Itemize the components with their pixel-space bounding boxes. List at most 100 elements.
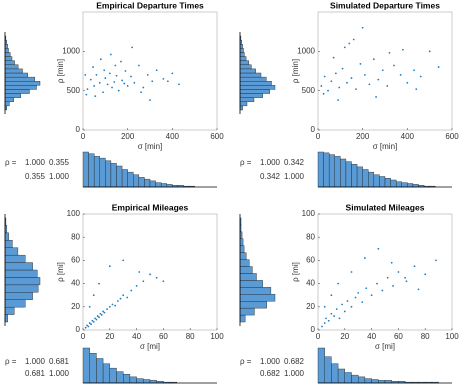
histogram-bar <box>129 376 137 384</box>
scatter-point <box>337 99 339 102</box>
histogram-bar <box>239 238 244 246</box>
histogram-bar <box>4 76 35 82</box>
scatter-point <box>92 294 95 297</box>
histogram-bar <box>356 166 363 188</box>
scatter-point <box>354 296 357 299</box>
scatter-point <box>327 89 329 92</box>
scatter-point <box>116 300 119 302</box>
scatter-point <box>103 69 106 72</box>
histogram-bar <box>138 177 145 188</box>
histogram-bar <box>4 48 9 53</box>
scatter-point <box>95 318 98 321</box>
histogram-bar <box>4 68 23 74</box>
y-tick-label: 20 <box>306 302 315 311</box>
scatter-point <box>99 312 102 315</box>
scatter-point <box>413 69 415 72</box>
scatter-point <box>330 312 333 315</box>
scatter-point <box>435 259 437 262</box>
scatter-point <box>155 276 158 279</box>
chart-title: Simulated Departure Times <box>330 0 440 10</box>
scatter-point <box>364 257 366 259</box>
histogram-bar <box>110 163 117 188</box>
histogram-bar <box>334 156 341 188</box>
scatter-point <box>149 99 151 102</box>
scatter-point <box>346 81 348 84</box>
histogram-bar <box>317 151 324 188</box>
histogram-bar <box>4 314 8 323</box>
scatter-point <box>334 72 337 75</box>
histogram-bar <box>239 301 267 309</box>
scatter-point <box>413 265 416 268</box>
corr-label: ρ = <box>240 357 252 366</box>
x-tick-label: 200 <box>356 132 370 141</box>
y-tick-label: 80 <box>71 232 80 241</box>
corr-value: 0.682 <box>284 357 305 366</box>
scatter-point <box>350 77 353 79</box>
histogram-bar <box>337 368 346 384</box>
scatter-point <box>162 77 165 80</box>
axes-box <box>82 213 218 331</box>
histogram-bar <box>351 164 358 188</box>
corr-value: 0.681 <box>25 369 46 378</box>
scatter-point <box>178 83 180 86</box>
x-tick-label: 600 <box>210 132 224 141</box>
histogram-bar <box>239 101 248 107</box>
x-tick-label: 100 <box>210 332 224 341</box>
corr-label: ρ = <box>5 158 17 167</box>
scatter-point <box>343 46 346 49</box>
histogram-bar <box>116 165 123 188</box>
histogram-bar <box>4 262 33 271</box>
y-tick-label: 0 <box>76 325 81 334</box>
corr-label: ρ = <box>240 158 252 167</box>
scatter-point <box>106 83 109 86</box>
y-tick-label: 0 <box>76 125 81 134</box>
corr-value: 0.682 <box>260 369 281 378</box>
scatter-point <box>126 296 129 299</box>
scatter-point <box>98 282 100 285</box>
y-tick-label: 500 <box>302 86 316 95</box>
scatter-point <box>437 66 440 68</box>
histogram-bar <box>331 363 339 384</box>
histogram-bar <box>239 68 256 74</box>
histogram-bar <box>88 153 95 188</box>
histogram-bar <box>4 269 38 278</box>
histogram-bar <box>4 240 13 248</box>
scatter-point <box>123 82 126 85</box>
chart-title: Empirical Departure Times <box>96 0 204 10</box>
histogram-bar <box>239 85 276 90</box>
scatter-point <box>337 282 339 285</box>
scatter-point <box>406 81 409 84</box>
histogram-bar <box>351 374 359 384</box>
scatter-point <box>361 301 364 304</box>
histogram-bar <box>93 156 100 188</box>
scatter-point <box>338 86 341 89</box>
x-axis-label: σ [mi] <box>375 342 395 351</box>
scatter-point <box>424 273 427 276</box>
scatter-point <box>115 74 118 77</box>
scatter-point <box>348 42 351 45</box>
scatter-point <box>119 297 122 300</box>
histogram-bar <box>109 367 117 384</box>
scatter-point <box>338 317 341 320</box>
x-tick-label: 200 <box>121 132 135 141</box>
x-tick-label: 400 <box>401 132 415 141</box>
scatter-point <box>89 78 92 81</box>
histogram-bar <box>99 157 106 188</box>
scatter-point <box>377 247 380 250</box>
y-tick-label: 60 <box>306 256 315 265</box>
histogram-bar <box>116 371 124 384</box>
histogram-bar <box>4 306 15 315</box>
histogram-bar <box>239 76 267 82</box>
histogram-bar <box>239 287 272 295</box>
scatter-point <box>93 85 96 87</box>
scatter-point <box>370 294 373 297</box>
corr-value: 1.000 <box>284 369 305 378</box>
y-tick-label: 100 <box>67 209 81 218</box>
histogram-bar <box>368 171 375 188</box>
corr-value: 1.000 <box>49 172 70 181</box>
histogram-bar <box>239 52 245 57</box>
scatter-point <box>330 294 333 297</box>
scatter-point <box>417 288 420 291</box>
scatter-point <box>155 69 158 72</box>
scatter-point <box>98 81 101 84</box>
